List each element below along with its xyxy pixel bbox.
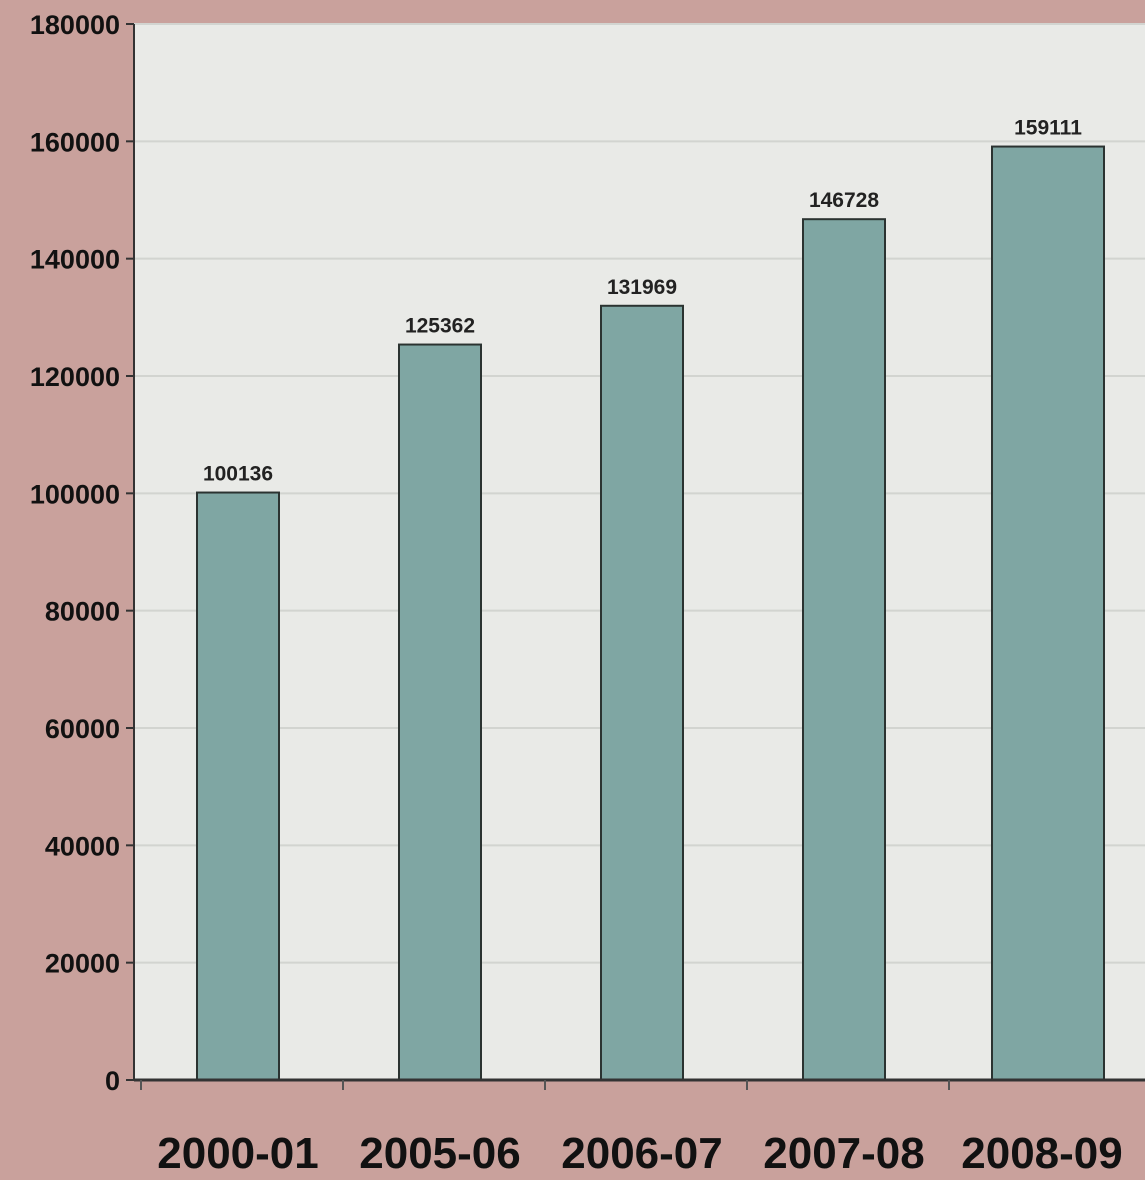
y-tick-label: 60000 — [45, 714, 120, 744]
x-category-label: 2008-09 — [961, 1129, 1122, 1178]
y-tick-label: 100000 — [30, 479, 120, 509]
bar-2006-07 — [600, 304, 684, 1081]
y-tick-label: 80000 — [45, 597, 120, 627]
y-tick-label: 160000 — [30, 127, 120, 157]
x-category-label: 2005-06 — [359, 1129, 520, 1178]
y-tick-label: 140000 — [30, 245, 120, 275]
axes — [126, 23, 1145, 1090]
x-category-label: 2000-01 — [157, 1129, 318, 1178]
y-tick-label: 40000 — [45, 831, 120, 861]
x-category-label: 2006-07 — [561, 1129, 722, 1178]
y-tick-label: 0 — [105, 1066, 120, 1096]
y-tick-label: 180000 — [30, 10, 120, 40]
data-label: 100136 — [203, 463, 273, 486]
x-category-label: 2007-08 — [763, 1129, 924, 1178]
y-tick-label: 120000 — [30, 362, 120, 392]
bar-2000-01 — [196, 491, 280, 1081]
bars — [196, 145, 1105, 1082]
bar-2007-08 — [802, 218, 886, 1081]
data-label: 159111 — [1014, 117, 1082, 140]
bar-2005-06 — [398, 343, 482, 1082]
data-label: 146728 — [809, 189, 879, 212]
data-label: 131969 — [607, 276, 677, 299]
y-tick-label: 20000 — [45, 949, 120, 979]
bar-2008-09 — [991, 145, 1105, 1081]
data-label: 125362 — [405, 315, 475, 338]
labels: 0 20000 40000 60000 80000 100000 120000 140000 1… — [30, 10, 1123, 1178]
